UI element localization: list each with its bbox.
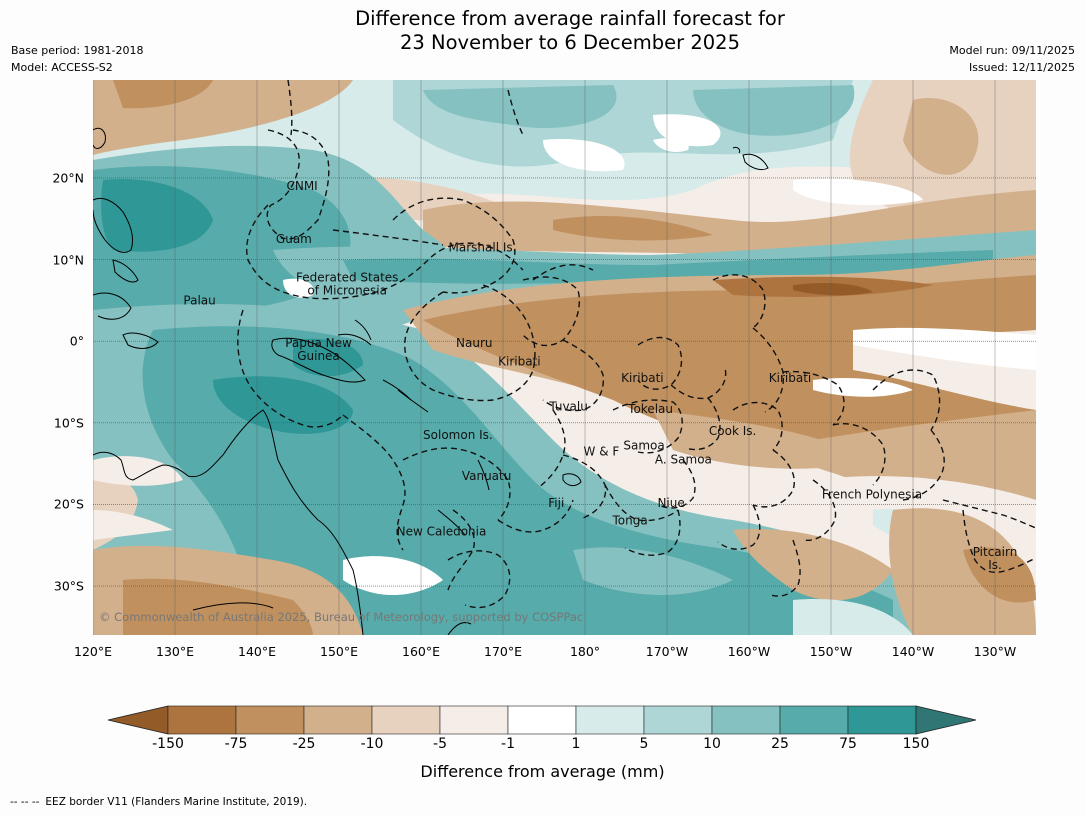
map-title: Difference from average rainfall forecas… [0,7,1085,55]
region-label: of Micronesia [307,284,387,298]
region-label: French Polynesia [822,488,922,502]
eez-borders [237,80,1036,609]
x-tick-label: 130°W [973,644,1017,659]
region-label: Cook Is. [709,424,756,438]
x-tick-label: 120°E [73,644,113,659]
region-label: Pitcairn [973,545,1018,559]
colorbar-tick-label: 1 [571,736,581,752]
colorbar-tick-label: -5 [433,736,447,752]
colorbar-segment [507,705,577,735]
colorbar-segment [575,705,645,735]
y-tick-label: 20°N [52,170,84,186]
x-tick-label: 140°W [891,644,935,659]
model-name: Model: ACCESS-S2 [11,61,113,74]
colorbar-tick-label: 75 [839,736,857,752]
colorbar-tick-label: 5 [639,736,649,752]
title-line-2: 23 November to 6 December 2025 [400,31,740,54]
x-tick-label: 170°W [645,644,689,659]
colorbar-tick-label: -10 [360,736,384,752]
colorbar-tick-label: 25 [771,736,789,752]
colorbar-segment [711,705,781,735]
y-tick-label: 0° [69,333,84,349]
x-tick-label: 140°E [237,644,277,659]
colorbar-under-arrow [107,705,169,735]
colorbar-tick-label: -25 [292,736,316,752]
model-run: Model run: 09/11/2025 [949,44,1075,57]
colorbar-segment [847,705,917,735]
footnote: -- -- -- EEZ border V11 (Flanders Marine … [10,796,307,808]
region-label: Guinea [297,349,340,363]
eez-legend-dash: -- -- -- [10,796,40,808]
x-tick-label: 130°E [155,644,195,659]
meta-right: Model run: 09/11/2025 Issued: 12/11/2025 [949,42,1075,76]
region-label: Niue [657,496,684,510]
region-label: Kiribati [621,371,663,385]
region-label: Tuvalu [548,399,588,413]
region-label: W & F [584,444,620,458]
meta-left: Base period: 1981-2018 Model: ACCESS-S2 [11,42,143,76]
colorbar-segment [371,705,441,735]
colorbar-segment [643,705,713,735]
region-label: Vanuatu [462,469,512,483]
colorbar [107,705,977,735]
region-label: Papua New [285,336,352,350]
y-tick-label: 30°S [53,578,84,594]
x-tick-label: 150°W [809,644,853,659]
colorbar-tick-label: 150 [902,736,930,752]
region-label: Guam [276,232,312,246]
colorbar-segment [167,705,237,735]
region-label: Marshall Is. [449,240,517,254]
colorbar-segments [107,705,977,735]
issued-date: Issued: 12/11/2025 [968,61,1075,74]
x-tick-label: 150°E [319,644,359,659]
colorbar-tick-label: -75 [224,736,248,752]
colorbar-over-arrow [915,705,977,735]
region-label: Tonga [611,514,647,528]
x-tick-label: 170°E [483,644,523,659]
colorbar-title: Difference from average (mm) [420,762,665,781]
region-label: New Caledonia [397,524,487,538]
colorbar-segment [235,705,305,735]
region-label: Tokelau [627,402,673,416]
region-label: Solomon Is. [423,428,493,442]
region-label: Palau [183,293,215,307]
copyright-text: © Commonwealth of Australia 2025, Bureau… [99,610,583,624]
colorbar-segment [439,705,509,735]
base-period: Base period: 1981-2018 [11,44,144,57]
y-tick-label: 10°N [52,252,84,268]
x-tick-label: 180° [569,644,601,659]
region-label: Samoa [623,439,664,453]
colorbar-tick-label: -1 [501,736,515,752]
y-tick-label: 20°S [53,496,84,512]
region-label: Is. [988,558,1002,572]
region-label: Federated States [296,271,398,285]
region-label: Fiji [548,496,564,510]
x-tick-label: 160°E [401,644,441,659]
region-label: A. Samoa [655,453,712,467]
eez-legend-text: EEZ border V11 (Flanders Marine Institut… [45,796,308,808]
map-area: CNMI Guam Marshall Is. Federated States of M… [93,80,1036,635]
colorbar-segment [779,705,849,735]
colorbar-tick-label: 10 [703,736,721,752]
rainfall-anomaly-fields [93,80,1036,635]
region-label: Nauru [456,336,492,350]
y-tick-label: 10°S [53,415,84,431]
region-label: Kiribati [769,371,811,385]
title-line-1: Difference from average rainfall forecas… [355,7,785,30]
x-tick-label: 160°W [727,644,771,659]
region-label: Kiribati [498,355,540,369]
colorbar-segment [303,705,373,735]
coastlines [93,127,769,635]
colorbar-tick-label: -150 [152,736,184,752]
region-label: CNMI [286,179,317,193]
